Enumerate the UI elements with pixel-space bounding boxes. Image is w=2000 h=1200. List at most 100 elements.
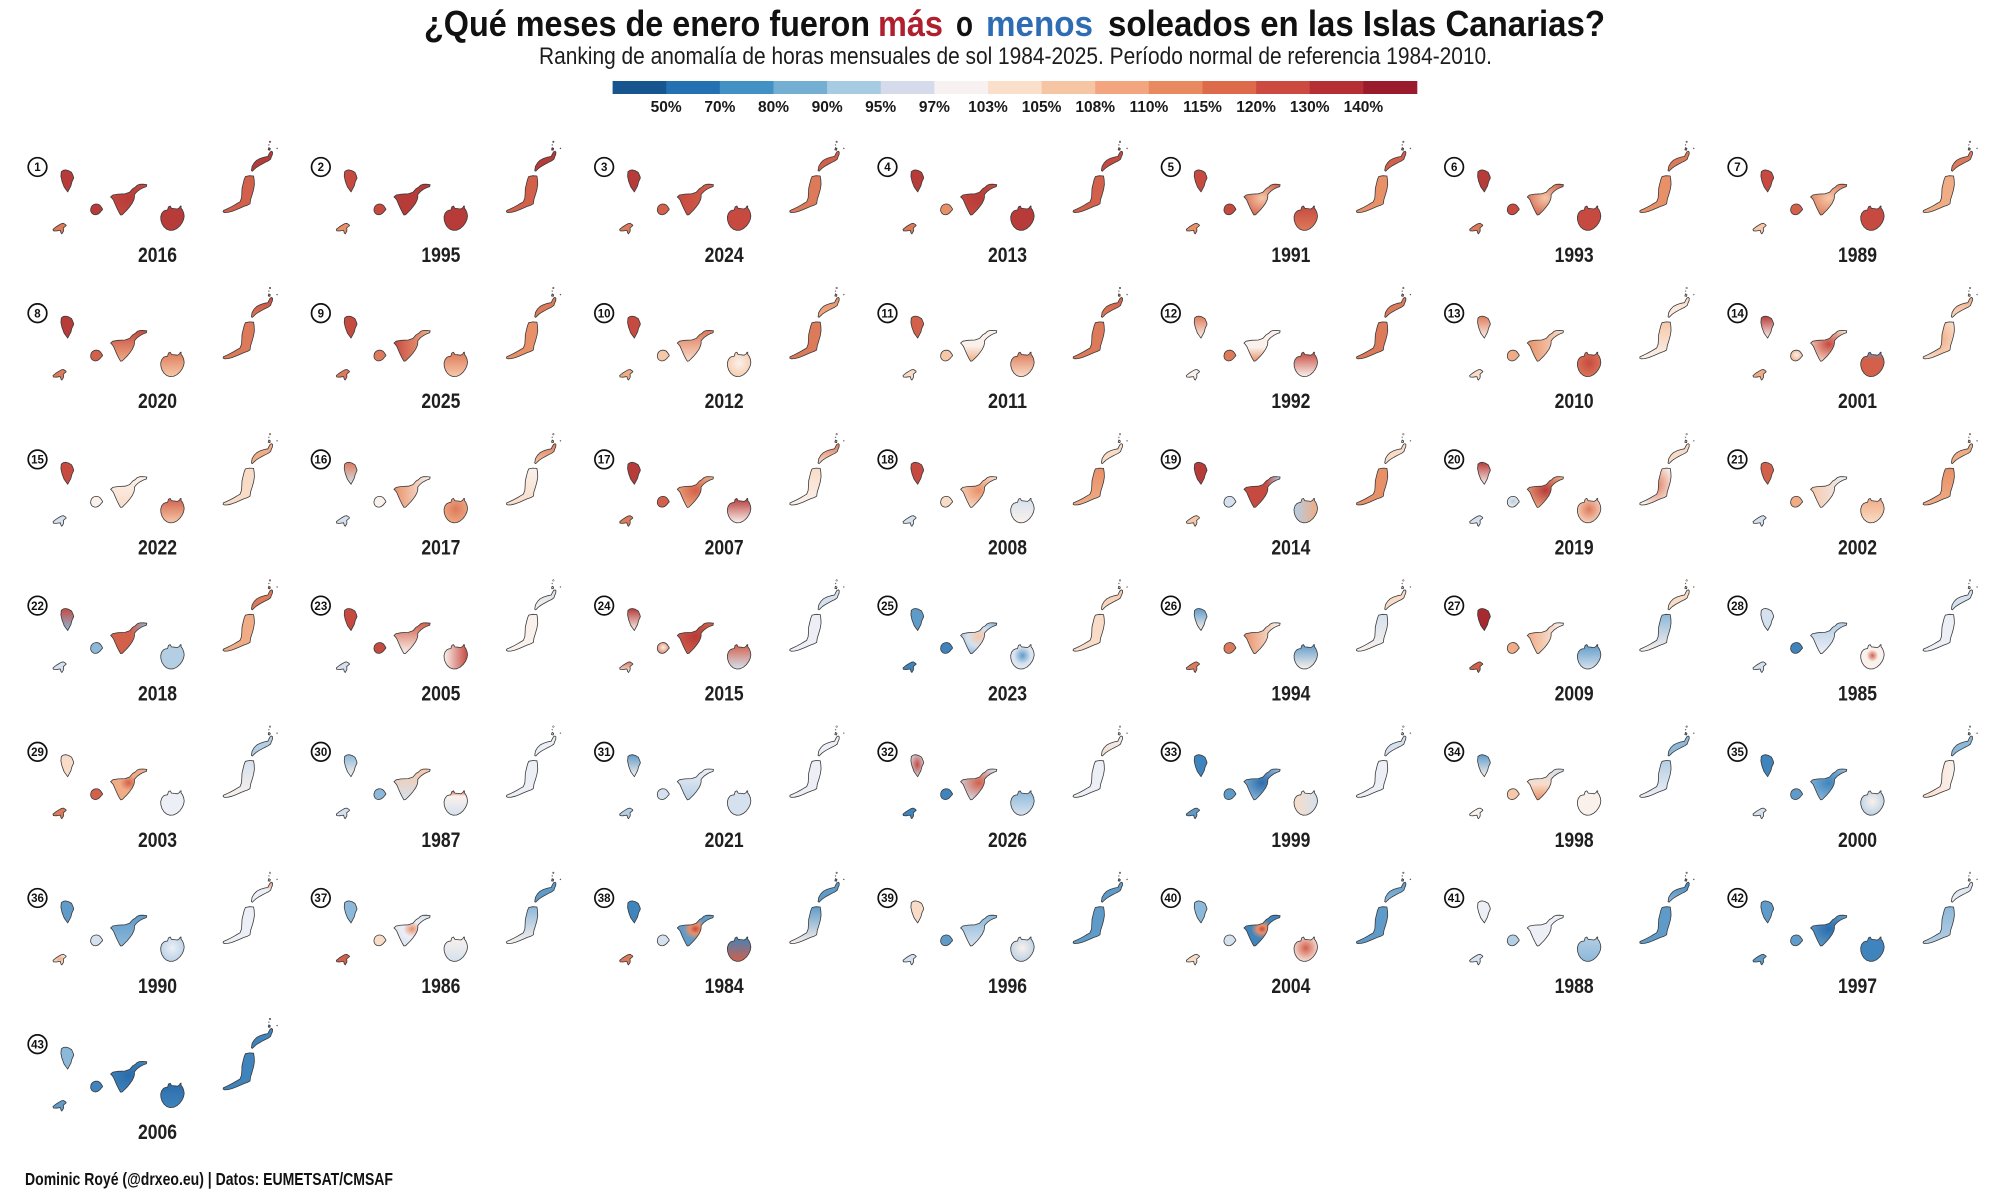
svg-text:43: 43 <box>31 1039 44 1051</box>
svg-text:1990: 1990 <box>138 975 177 998</box>
svg-text:120%: 120% <box>1236 99 1276 116</box>
svg-text:2025: 2025 <box>421 390 460 413</box>
svg-text:1986: 1986 <box>421 975 460 998</box>
svg-text:Ranking de anomalía de horas m: Ranking de anomalía de horas mensuales d… <box>539 43 1492 70</box>
svg-text:19: 19 <box>1164 455 1177 467</box>
svg-text:13: 13 <box>1448 308 1461 320</box>
svg-text:1999: 1999 <box>1271 829 1310 852</box>
svg-text:41: 41 <box>1448 893 1461 905</box>
svg-text:2009: 2009 <box>1555 683 1594 706</box>
svg-text:27: 27 <box>1448 601 1461 613</box>
svg-text:1994: 1994 <box>1271 683 1310 706</box>
svg-text:2000: 2000 <box>1838 829 1877 852</box>
svg-text:108%: 108% <box>1075 99 1115 116</box>
svg-text:2007: 2007 <box>705 536 744 559</box>
svg-text:1996: 1996 <box>988 975 1027 998</box>
svg-text:130%: 130% <box>1290 99 1330 116</box>
svg-text:37: 37 <box>314 893 327 905</box>
svg-text:14: 14 <box>1731 308 1744 320</box>
svg-text:70%: 70% <box>704 99 735 116</box>
svg-text:2014: 2014 <box>1271 536 1310 559</box>
svg-text:soleados en las Islas Canarias: soleados en las Islas Canarias? <box>1108 3 1605 44</box>
svg-text:6: 6 <box>1451 162 1457 174</box>
svg-text:23: 23 <box>314 601 327 613</box>
svg-text:105%: 105% <box>1022 99 1062 116</box>
svg-text:1997: 1997 <box>1838 975 1877 998</box>
svg-text:35: 35 <box>1731 747 1744 759</box>
svg-text:2002: 2002 <box>1838 536 1877 559</box>
svg-text:29: 29 <box>31 747 44 759</box>
svg-text:22: 22 <box>31 601 44 613</box>
svg-text:2013: 2013 <box>988 244 1027 267</box>
svg-text:2019: 2019 <box>1555 536 1594 559</box>
svg-text:2024: 2024 <box>705 244 744 267</box>
svg-text:2018: 2018 <box>138 683 177 706</box>
svg-text:90%: 90% <box>812 99 843 116</box>
svg-text:34: 34 <box>1448 747 1461 759</box>
svg-text:7: 7 <box>1734 162 1740 174</box>
svg-text:5: 5 <box>1168 162 1175 174</box>
svg-text:1995: 1995 <box>421 244 460 267</box>
svg-text:10: 10 <box>598 308 611 320</box>
svg-text:o: o <box>956 3 973 44</box>
svg-text:2001: 2001 <box>1838 390 1877 413</box>
svg-text:16: 16 <box>314 455 327 467</box>
svg-text:Dominic Royé (@drxeo.eu) | Dat: Dominic Royé (@drxeo.eu) | Datos: EUMETS… <box>25 1169 393 1189</box>
svg-text:39: 39 <box>881 893 894 905</box>
svg-text:95%: 95% <box>865 99 896 116</box>
svg-text:1998: 1998 <box>1555 829 1594 852</box>
svg-text:2016: 2016 <box>138 244 177 267</box>
svg-text:115%: 115% <box>1183 99 1222 116</box>
svg-text:2005: 2005 <box>421 683 460 706</box>
svg-text:26: 26 <box>1164 601 1177 613</box>
svg-text:9: 9 <box>318 308 324 320</box>
svg-text:38: 38 <box>598 893 611 905</box>
svg-text:140%: 140% <box>1344 99 1384 116</box>
svg-text:18: 18 <box>881 455 894 467</box>
svg-text:1989: 1989 <box>1838 244 1877 267</box>
svg-text:2022: 2022 <box>138 536 177 559</box>
svg-text:2020: 2020 <box>138 390 177 413</box>
svg-text:80%: 80% <box>758 99 789 116</box>
svg-text:1993: 1993 <box>1555 244 1594 267</box>
svg-text:2004: 2004 <box>1271 975 1310 998</box>
svg-text:1984: 1984 <box>705 975 744 998</box>
svg-text:42: 42 <box>1731 893 1744 905</box>
svg-text:32: 32 <box>881 747 894 759</box>
svg-text:33: 33 <box>1164 747 1177 759</box>
svg-text:2026: 2026 <box>988 829 1027 852</box>
svg-text:97%: 97% <box>919 99 950 116</box>
svg-text:24: 24 <box>598 601 611 613</box>
svg-text:1991: 1991 <box>1271 244 1310 267</box>
svg-text:25: 25 <box>881 601 894 613</box>
svg-text:50%: 50% <box>651 99 682 116</box>
svg-text:menos: menos <box>986 3 1093 44</box>
svg-text:2011: 2011 <box>988 390 1027 413</box>
svg-text:2006: 2006 <box>138 1121 177 1144</box>
svg-text:8: 8 <box>34 308 41 320</box>
svg-text:36: 36 <box>31 893 44 905</box>
svg-text:17: 17 <box>598 455 611 467</box>
svg-text:2015: 2015 <box>705 683 744 706</box>
svg-text:2: 2 <box>318 162 324 174</box>
svg-text:15: 15 <box>31 455 44 467</box>
svg-text:2023: 2023 <box>988 683 1027 706</box>
svg-text:2012: 2012 <box>705 390 744 413</box>
svg-text:más: más <box>878 3 943 44</box>
svg-text:40: 40 <box>1164 893 1177 905</box>
svg-text:4: 4 <box>884 162 891 174</box>
svg-text:¿Qué meses de enero fueron: ¿Qué meses de enero fueron <box>424 3 870 44</box>
svg-text:12: 12 <box>1164 308 1177 320</box>
svg-text:2003: 2003 <box>138 829 177 852</box>
svg-text:31: 31 <box>598 747 611 759</box>
svg-text:28: 28 <box>1731 601 1744 613</box>
svg-text:2008: 2008 <box>988 536 1027 559</box>
svg-text:30: 30 <box>314 747 327 759</box>
svg-text:2017: 2017 <box>421 536 460 559</box>
svg-text:1: 1 <box>34 162 41 174</box>
svg-text:11: 11 <box>881 308 894 320</box>
svg-text:103%: 103% <box>968 99 1008 116</box>
svg-text:1987: 1987 <box>421 829 460 852</box>
svg-text:2010: 2010 <box>1555 390 1594 413</box>
svg-text:110%: 110% <box>1130 99 1169 116</box>
